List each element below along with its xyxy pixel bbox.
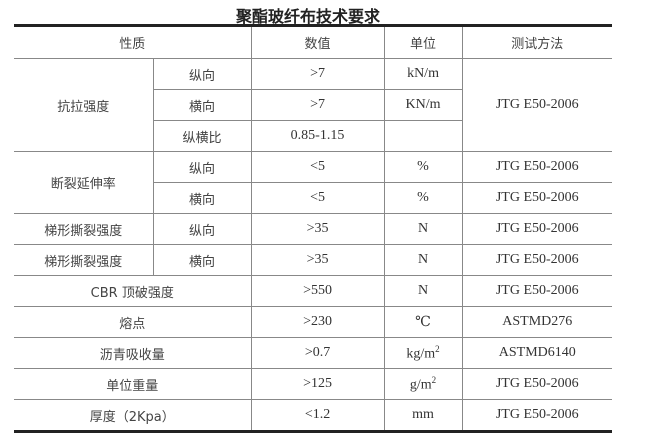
- unit-base: g/m: [409, 377, 432, 393]
- property-label: 断裂延伸率: [14, 151, 154, 214]
- unit: %: [383, 182, 463, 214]
- table-row: 抗拉强度 纵向 >7 kN/m JTG E50-2006: [14, 58, 613, 152]
- unit: mm: [383, 399, 463, 433]
- unit-exponent: 2: [435, 343, 440, 354]
- method: JTG E50-2006: [461, 182, 613, 214]
- table-row: 纵横比 0.85-1.15: [14, 120, 612, 152]
- unit: N: [383, 244, 463, 276]
- method: JTG E50-2006: [461, 244, 613, 276]
- unit-exponent: 2: [431, 374, 437, 385]
- value: >35: [250, 244, 385, 276]
- value: <5: [250, 151, 385, 183]
- table-row: 熔点 >230 ℃ ASTMD276: [14, 306, 613, 338]
- unit: N: [383, 213, 463, 245]
- method: ASTMD6140: [461, 337, 613, 369]
- value: >550: [250, 275, 385, 307]
- direction: 横向: [152, 244, 252, 276]
- direction: 纵向: [152, 213, 252, 245]
- unit: %: [383, 151, 463, 183]
- unit-base: kg/m: [406, 346, 436, 362]
- value: <5: [250, 182, 385, 214]
- value: <1.2: [250, 399, 385, 433]
- table-row: CBR 顶破强度 >550 N JTG E50-2006: [14, 275, 613, 307]
- property-label: 单位重量: [14, 368, 252, 400]
- header-unit: 单位: [383, 24, 463, 59]
- property-label: 梯形撕裂强度: [14, 244, 154, 276]
- property-label: 熔点: [14, 306, 252, 338]
- unit: kg/m2: [383, 337, 463, 369]
- property-label: CBR 顶破强度: [14, 275, 252, 307]
- method: JTG E50-2006: [461, 368, 613, 400]
- direction: 纵向: [152, 58, 252, 90]
- method: ASTMD276: [461, 306, 613, 338]
- direction: 横向: [152, 182, 252, 214]
- table-row: 单位重量 >125 g/m2 JTG E50-2006: [14, 368, 613, 400]
- property-label: 抗拉强度: [14, 58, 154, 152]
- method: JTG E50-2006: [461, 275, 613, 307]
- direction: 横向: [152, 89, 252, 121]
- spec-table: 性质 数值 单位 测试方法 抗拉强度 纵向 >7 kN/m JTG E50-20…: [14, 24, 613, 433]
- unit: [383, 120, 463, 152]
- value: >125: [250, 368, 385, 400]
- document-title: 聚酯玻纤布技术要求: [235, 7, 380, 26]
- table-row: 厚度（2Kpa） <1.2 mm JTG E50-2006: [14, 399, 613, 433]
- value: >7: [250, 58, 385, 90]
- unit: kN/m: [383, 58, 463, 90]
- direction: 纵向: [152, 151, 252, 183]
- table-row: 梯形撕裂强度 纵向 >35 N JTG E50-2006: [14, 213, 613, 245]
- table-row: 沥青吸收量 >0.7 kg/m2 ASTMD6140: [14, 337, 613, 369]
- header-method: 测试方法: [461, 24, 613, 59]
- property-label: 沥青吸收量: [14, 337, 252, 369]
- unit: ℃: [383, 306, 463, 338]
- value: 0.85-1.15: [250, 120, 385, 152]
- table-row: 梯形撕裂强度 横向 >35 N JTG E50-2006: [14, 244, 613, 276]
- direction: 纵横比: [152, 120, 252, 152]
- header-value: 数值: [250, 24, 385, 59]
- value: >35: [250, 213, 385, 245]
- table-row: 横向 <5 % JTG E50-2006: [14, 182, 613, 214]
- value: >0.7: [250, 337, 385, 369]
- property-label: 厚度（2Kpa）: [14, 399, 252, 433]
- header-row: 性质 数值 单位 测试方法: [14, 24, 613, 59]
- value: >7: [250, 89, 385, 121]
- unit: N: [383, 275, 463, 307]
- table-row: 断裂延伸率 纵向 <5 % JTG E50-2006: [14, 151, 613, 214]
- value: >230: [250, 306, 385, 338]
- property-label: 梯形撕裂强度: [14, 213, 154, 245]
- method: JTG E50-2006: [461, 151, 613, 183]
- method: JTG E50-2006: [461, 213, 613, 245]
- method: JTG E50-2006: [461, 399, 613, 433]
- unit: g/m2: [383, 368, 463, 400]
- header-property: 性质: [14, 24, 252, 59]
- unit: KN/m: [383, 89, 463, 121]
- method: JTG E50-2006: [461, 58, 613, 152]
- table-row: 横向 >7 KN/m: [14, 89, 612, 121]
